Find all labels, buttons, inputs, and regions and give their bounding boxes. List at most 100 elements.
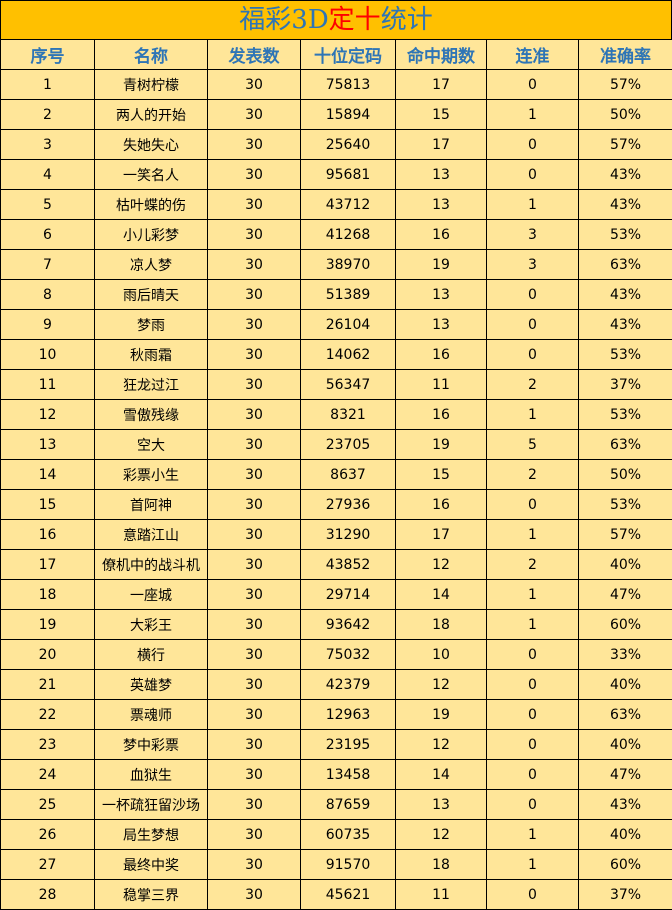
table-cell: 5 [487,430,579,460]
table-cell: 空大 [95,430,208,460]
table-cell: 26104 [301,310,396,340]
table-cell: 23705 [301,430,396,460]
table-cell: 0 [487,490,579,520]
table-cell: 42379 [301,670,396,700]
table-cell: 43852 [301,550,396,580]
table-cell: 4 [1,160,95,190]
table-cell: 0 [487,880,579,910]
table-cell: 30 [208,640,301,670]
table-cell: 16 [396,490,487,520]
table-cell: 1 [487,190,579,220]
table-cell: 60% [579,610,672,640]
table-cell: 30 [208,820,301,850]
table-cell: 14 [396,580,487,610]
table-cell: 40% [579,730,672,760]
table-cell: 局生梦想 [95,820,208,850]
table-cell: 一座城 [95,580,208,610]
table-cell: 53% [579,490,672,520]
table-cell: 30 [208,340,301,370]
table-cell: 8637 [301,460,396,490]
table-cell: 横行 [95,640,208,670]
table-cell: 13 [396,310,487,340]
table-cell: 30 [208,880,301,910]
header-cell: 序号 [1,40,95,70]
table-cell: 53% [579,340,672,370]
table-cell: 12 [396,820,487,850]
table-cell: 18 [1,580,95,610]
table-cell: 27 [1,850,95,880]
table-cell: 0 [487,70,579,100]
table-cell: 僚机中的战斗机 [95,550,208,580]
table-cell: 17 [396,520,487,550]
header-cell: 连准 [487,40,579,70]
table-cell: 33% [579,640,672,670]
table-cell: 43% [579,790,672,820]
table-cell: 13 [1,430,95,460]
table-cell: 38970 [301,250,396,280]
table-cell: 13 [396,790,487,820]
table-cell: 30 [208,850,301,880]
table-cell: 青树柠檬 [95,70,208,100]
table-cell: 30 [208,550,301,580]
header-cell: 准确率 [579,40,672,70]
table-cell: 57% [579,70,672,100]
table-cell: 15 [396,460,487,490]
table-cell: 枯叶蝶的伤 [95,190,208,220]
table-cell: 31290 [301,520,396,550]
table-cell: 12 [396,550,487,580]
table-cell: 1 [487,580,579,610]
table-cell: 43% [579,310,672,340]
table-cell: 8321 [301,400,396,430]
table-cell: 血狱生 [95,760,208,790]
table-cell: 30 [208,100,301,130]
table-cell: 19 [396,700,487,730]
table-cell: 37% [579,880,672,910]
table-cell: 11 [1,370,95,400]
table-cell: 41268 [301,220,396,250]
table-cell: 稳掌三界 [95,880,208,910]
table-cell: 0 [487,160,579,190]
table-cell: 两人的开始 [95,100,208,130]
table-cell: 25 [1,790,95,820]
header-cell: 命中期数 [396,40,487,70]
table-cell: 0 [487,130,579,160]
table-cell: 12963 [301,700,396,730]
table-cell: 5 [1,190,95,220]
table-cell: 3 [487,250,579,280]
table-cell: 30 [208,580,301,610]
table-cell: 40% [579,550,672,580]
table-cell: 大彩王 [95,610,208,640]
header-row: 序号名称发表数十位定码命中期数连准准确率 [1,40,672,70]
table-cell: 16 [396,340,487,370]
table-cell: 14 [1,460,95,490]
title-part: 统计 [381,5,433,35]
table-cell: 8 [1,280,95,310]
table-cell: 14 [396,760,487,790]
table-cell: 0 [487,700,579,730]
table-cell: 16 [396,400,487,430]
table-cell: 18 [396,610,487,640]
table-cell: 50% [579,460,672,490]
table-cell: 1 [487,850,579,880]
table-cell: 15894 [301,100,396,130]
table-cell: 95681 [301,160,396,190]
table-cell: 0 [487,730,579,760]
table-cell: 30 [208,610,301,640]
table-cell: 票魂师 [95,700,208,730]
